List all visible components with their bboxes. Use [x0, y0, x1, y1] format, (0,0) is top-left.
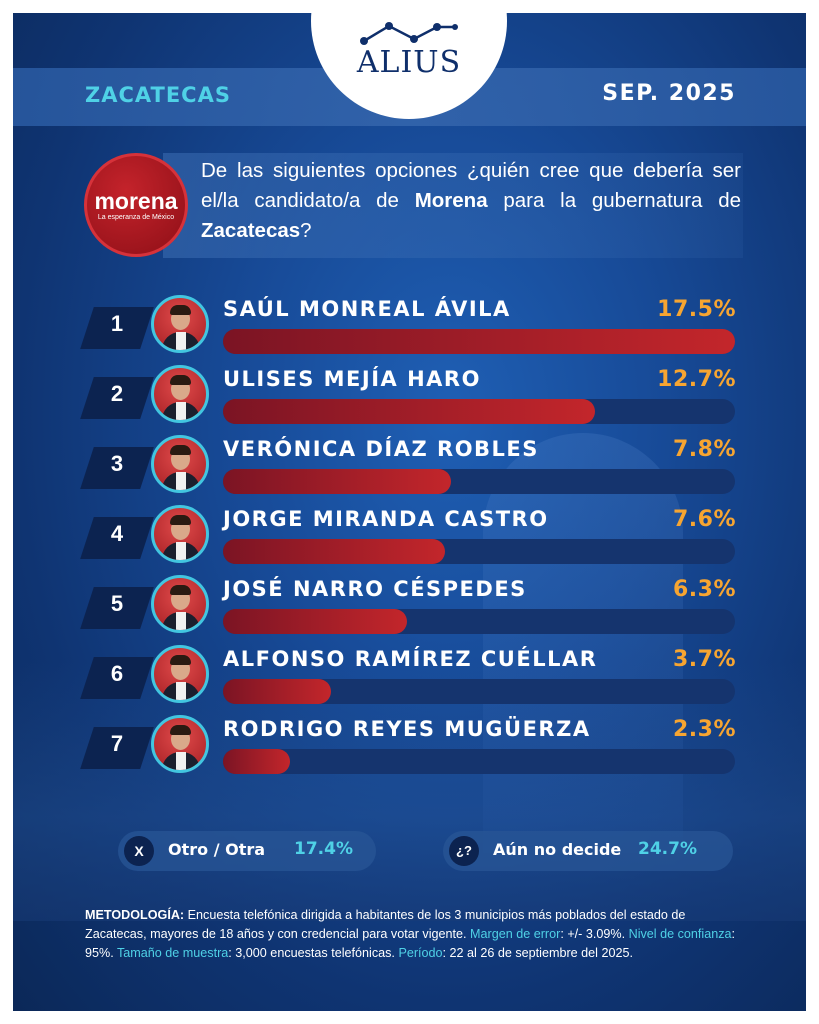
candidate-photo — [151, 505, 209, 563]
infographic-frame: ZACATECAS SEP. 2025 ALIUS morena La espe… — [13, 13, 806, 1011]
party-logo: morena La esperanza de México — [84, 153, 188, 257]
undecided-pill: ¿? Aún no decide 24.7% — [443, 831, 733, 871]
period-label: Período — [398, 946, 443, 960]
bar-track — [223, 609, 735, 634]
network-icon — [360, 22, 458, 45]
rank-number: 2 — [110, 381, 124, 406]
question-mark-icon: ¿? — [449, 836, 479, 866]
bar — [223, 329, 735, 354]
cathedral-dome-background — [483, 433, 683, 853]
candidate-photo — [151, 715, 209, 773]
candidate-photo — [151, 365, 209, 423]
question-party: Morena — [414, 189, 488, 212]
confidence-value: : 95%. — [85, 927, 736, 960]
question-text-3: ? — [300, 219, 312, 242]
rank-number: 5 — [110, 591, 124, 616]
methodology-text: Encuesta telefónica dirigida a habitante… — [85, 908, 686, 941]
undecided-value: 24.7% — [638, 839, 697, 859]
margin-label: Margen de error — [470, 927, 561, 941]
other-option-label: Otro / Otra — [168, 840, 266, 859]
candidate-photo — [151, 295, 209, 353]
bar — [223, 679, 332, 704]
bar-track — [223, 679, 735, 704]
rank-number: 1 — [110, 311, 124, 336]
bar-track — [223, 469, 735, 494]
candidate-percentage: 17.5% — [657, 297, 736, 322]
rank-number: 4 — [110, 521, 124, 546]
bar-track — [223, 399, 735, 424]
candidate-name: VERÓNICA DÍAZ ROBLES — [223, 437, 539, 461]
confidence-label: Nivel de confianza — [628, 927, 732, 941]
party-name: morena — [94, 188, 178, 214]
bar — [223, 539, 446, 564]
date-label: SEP. 2025 — [602, 81, 736, 106]
question-band — [163, 153, 743, 258]
candidate-name: ALFONSO RAMÍREZ CUÉLLAR — [223, 647, 598, 671]
question-text-1: De las siguientes opciones ¿quién cree q… — [201, 159, 741, 212]
rank-number: 3 — [110, 451, 124, 476]
sample-value: : 3,000 encuestas telefónicas. — [228, 946, 399, 960]
candidate-name: RODRIGO REYES MUGÜERZA — [223, 717, 591, 741]
candidate-name: JORGE MIRANDA CASTRO — [223, 507, 549, 531]
candidate-row: 3 VERÓNICA DÍAZ ROBLES 7.8% — [13, 435, 806, 495]
candidate-percentage: 7.6% — [672, 507, 736, 532]
bar-track — [223, 749, 735, 774]
candidate-photo — [151, 645, 209, 703]
candidate-name: JOSÉ NARRO CÉSPEDES — [223, 577, 527, 601]
bar-track — [223, 329, 735, 354]
period-value: : 22 al 26 de septiembre del 2025. — [442, 946, 633, 960]
party-tagline: La esperanza de México — [97, 214, 175, 221]
candidate-photo — [151, 575, 209, 633]
candidate-row: 4 JORGE MIRANDA CASTRO 7.6% — [13, 505, 806, 565]
undecided-label: Aún no decide — [493, 840, 622, 859]
question-text-2: para la gubernatura de — [487, 189, 741, 212]
candidate-row: 7 RODRIGO REYES MUGÜERZA 2.3% — [13, 715, 806, 775]
candidate-percentage: 2.3% — [672, 717, 736, 742]
candidate-row: 5 JOSÉ NARRO CÉSPEDES 6.3% — [13, 575, 806, 635]
candidate-percentage: 6.3% — [672, 577, 736, 602]
state-label: ZACATECAS — [85, 83, 231, 107]
candidate-name: ULISES MEJÍA HARO — [223, 367, 481, 391]
bar — [223, 609, 408, 634]
candidate-percentage: 3.7% — [672, 647, 736, 672]
other-option-pill: X Otro / Otra 17.4% — [118, 831, 376, 871]
rank-number: 6 — [110, 661, 124, 686]
bar-track — [223, 539, 735, 564]
bar — [223, 399, 595, 424]
city-background — [13, 661, 806, 921]
methodology-note: METODOLOGÍA: Encuesta telefónica dirigid… — [85, 906, 745, 963]
candidate-photo — [151, 435, 209, 493]
candidate-row: 6 ALFONSO RAMÍREZ CUÉLLAR 3.7% — [13, 645, 806, 705]
brand-name: ALIUS — [356, 45, 462, 80]
margin-value: : +/- 3.09%. — [560, 927, 629, 941]
candidate-name: SAÚL MONREAL ÁVILA — [223, 297, 511, 321]
bar — [223, 749, 291, 774]
candidate-percentage: 12.7% — [657, 367, 736, 392]
sample-label: Tamaño de muestra — [116, 946, 229, 960]
candidate-row: 1 SAÚL MONREAL ÁVILA 17.5% — [13, 295, 806, 355]
candidate-percentage: 7.8% — [672, 437, 736, 462]
x-icon: X — [124, 836, 154, 866]
other-option-value: 17.4% — [294, 839, 353, 859]
question-state: Zacatecas — [201, 219, 301, 242]
bar — [223, 469, 452, 494]
rank-number: 7 — [110, 731, 124, 756]
methodology-label: METODOLOGÍA: — [85, 908, 185, 922]
candidate-row: 2 ULISES MEJÍA HARO 12.7% — [13, 365, 806, 425]
survey-question: De las siguientes opciones ¿quién cree q… — [201, 156, 741, 246]
